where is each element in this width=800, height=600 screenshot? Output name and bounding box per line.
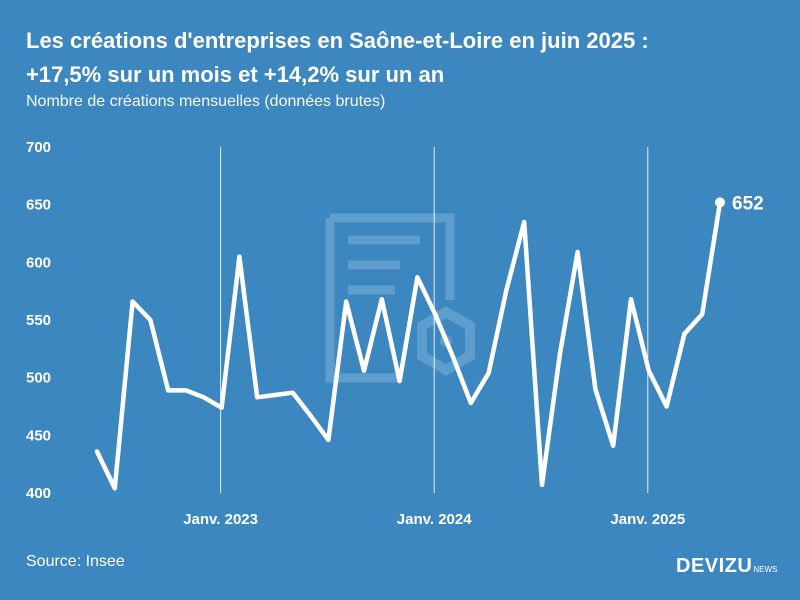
source-note: Source: Insee xyxy=(26,553,125,570)
end-point-marker xyxy=(715,197,725,208)
y-tick-label: 500 xyxy=(26,370,51,387)
y-tick-label: 550 xyxy=(26,312,51,329)
x-tick-label: Janv. 2023 xyxy=(183,511,258,528)
document-watermark-icon xyxy=(325,213,475,383)
x-tick-label: Janv. 2025 xyxy=(610,511,685,528)
brand-logo: DEVIZUNEWS xyxy=(676,555,777,578)
chart-title: Les créations d'entreprises en Saône-et-… xyxy=(26,24,786,92)
title-line-1: Les créations d'entreprises en Saône-et-… xyxy=(26,28,649,53)
series-line xyxy=(94,200,723,491)
y-tick-label: 600 xyxy=(26,254,51,271)
x-tick-label: Janv. 2024 xyxy=(397,511,472,528)
y-tick-label: 700 xyxy=(26,139,51,156)
y-tick-label: 450 xyxy=(26,427,51,444)
title-line-2: +17,5% sur un mois et +14,2% sur un an xyxy=(26,62,445,87)
chart-subtitle: Nombre de créations mensuelles (données … xyxy=(26,93,386,110)
y-tick-label: 400 xyxy=(26,485,51,502)
end-value-label: 652 xyxy=(732,193,764,214)
brand-sub: NEWS xyxy=(753,565,778,574)
brand-name: DEVIZU xyxy=(676,555,753,577)
y-tick-label: 650 xyxy=(26,197,51,214)
